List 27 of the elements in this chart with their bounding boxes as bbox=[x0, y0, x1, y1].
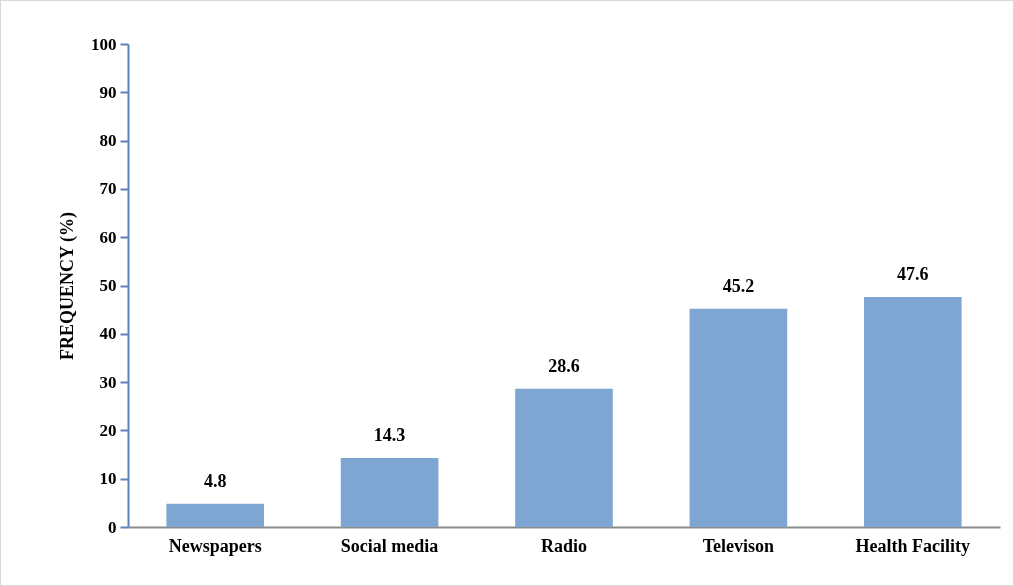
bar bbox=[863, 297, 962, 527]
data-label: 47.6 bbox=[897, 264, 929, 285]
y-tick-label: 0 bbox=[108, 517, 117, 537]
x-tick-label: Newspapers bbox=[168, 535, 262, 556]
x-tick-label: Televison bbox=[702, 535, 775, 556]
x-tick-label: Health Facility bbox=[855, 535, 971, 556]
data-label: 28.6 bbox=[548, 355, 580, 376]
y-tick-label: 40 bbox=[99, 324, 117, 344]
x-tick-label: Social media bbox=[340, 535, 439, 556]
y-tick-label: 90 bbox=[99, 82, 117, 102]
y-tick-label: 30 bbox=[99, 372, 117, 392]
bar bbox=[166, 503, 265, 527]
y-tick-label: 20 bbox=[99, 420, 117, 440]
data-label: 45.2 bbox=[722, 275, 755, 296]
data-label: 4.8 bbox=[203, 470, 227, 491]
x-tick-label: Radio bbox=[540, 535, 588, 556]
y-tick-label: 10 bbox=[99, 469, 117, 489]
y-tick-label: 70 bbox=[99, 179, 117, 199]
bar bbox=[689, 308, 788, 527]
y-tick-label: 100 bbox=[91, 34, 117, 54]
bar bbox=[515, 388, 613, 527]
y-tick-label: 60 bbox=[99, 227, 117, 247]
bar bbox=[340, 457, 439, 527]
y-axis-title: FREQUENCY (%) bbox=[57, 212, 78, 360]
y-tick-label: 50 bbox=[99, 276, 117, 295]
y-tick-label: 80 bbox=[99, 131, 117, 151]
data-label: 14.3 bbox=[373, 424, 406, 445]
